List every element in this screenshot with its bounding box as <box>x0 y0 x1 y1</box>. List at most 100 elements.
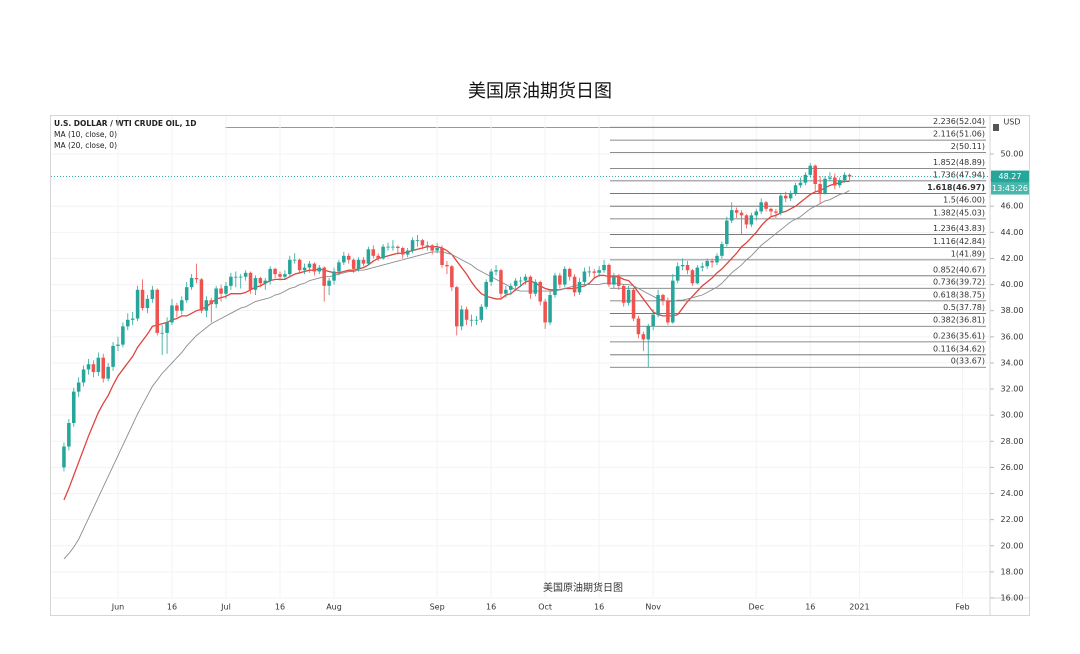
candle-body <box>459 309 464 327</box>
candle-body <box>675 266 680 281</box>
fib-label: 1.618(46.97) <box>927 183 985 192</box>
fib-label: 0.736(39.72) <box>933 278 985 287</box>
candle-body <box>381 246 385 259</box>
candle-body <box>283 274 287 277</box>
candle-body <box>184 287 189 301</box>
candle-body <box>238 276 243 278</box>
candle-body <box>842 174 847 181</box>
candle-body <box>263 280 268 284</box>
candle-body <box>582 271 587 282</box>
candle-body <box>803 174 808 183</box>
fib-label: 1.382(45.03) <box>933 208 985 217</box>
x-tick-label: 16 <box>275 603 285 612</box>
candle-body <box>764 202 768 209</box>
candle-body <box>661 295 665 301</box>
candle-body <box>410 240 415 251</box>
y-tick-label: 40.00 <box>1001 280 1024 289</box>
candle-body <box>420 240 425 246</box>
candle-body <box>322 267 326 286</box>
candle-body <box>779 195 783 213</box>
candle-body <box>366 249 371 264</box>
candle-body <box>759 202 763 212</box>
candle-body <box>224 285 228 294</box>
candle-body <box>405 250 410 255</box>
candle-body <box>165 322 169 333</box>
candle-body <box>101 357 106 379</box>
countdown-label: 13:43:26 <box>992 184 1028 193</box>
candle-body <box>754 211 759 216</box>
candle-body <box>415 240 420 241</box>
candle-body <box>626 289 631 303</box>
y-tick-label: 36.00 <box>1001 332 1024 341</box>
candle-body <box>327 280 331 286</box>
candle-body <box>833 177 837 186</box>
x-tick-label: Nov <box>645 603 661 612</box>
candle-body <box>592 271 597 273</box>
x-tick-label: Jul <box>220 603 231 612</box>
candle-body <box>818 184 822 194</box>
fib-label: 0.618(38.75) <box>933 290 985 299</box>
candle-body <box>489 271 493 282</box>
countdown-tag <box>991 182 1029 195</box>
candle-body <box>160 332 164 334</box>
candle-body <box>567 268 572 277</box>
candle-body <box>533 281 538 294</box>
candle-body <box>528 276 533 294</box>
candle-body <box>351 259 356 269</box>
y-tick-label: 42.00 <box>1001 254 1024 263</box>
candle-body <box>297 259 302 271</box>
candle-body <box>479 306 484 320</box>
candle-body <box>636 318 641 335</box>
x-tick-label: 2021 <box>849 603 869 612</box>
candle-body <box>391 246 395 248</box>
candle-body <box>111 345 115 367</box>
candle-body <box>342 255 346 263</box>
fib-label: 0.852(40.67) <box>933 265 985 274</box>
candle-body <box>690 270 695 284</box>
candle-body <box>106 366 110 379</box>
y-tick-label: 20.00 <box>1001 541 1024 550</box>
candle-body <box>155 289 160 333</box>
candle-body <box>504 289 508 294</box>
candle-body <box>248 272 253 290</box>
candle-body <box>454 287 459 327</box>
y-tick-label: 22.00 <box>1001 515 1024 524</box>
fib-label: 0.382(36.81) <box>933 316 985 325</box>
y-tick-label: 24.00 <box>1001 489 1024 498</box>
candle-body <box>72 391 76 423</box>
x-tick-label: 16 <box>805 603 815 612</box>
candle-body <box>140 289 145 309</box>
y-tick-label: 32.00 <box>1001 385 1024 394</box>
legend-entry: MA (20, close, 0) <box>54 141 117 150</box>
x-tick-label: 16 <box>167 603 177 612</box>
candle-body <box>67 422 71 447</box>
candle-body <box>538 281 542 302</box>
candle-body <box>396 246 400 248</box>
candle-body <box>96 357 101 373</box>
candle-body <box>695 267 700 284</box>
candle-body <box>798 182 803 186</box>
fib-label: 1.5(46.00) <box>943 196 985 205</box>
candle-body <box>229 276 233 286</box>
candle-body <box>720 244 724 256</box>
symbol-label: U.S. DOLLAR / WTI CRUDE OIL, 1D <box>54 119 196 128</box>
candle-body <box>445 264 449 267</box>
candle-body <box>62 446 66 468</box>
candle-body <box>278 274 282 277</box>
candle-body <box>680 264 685 267</box>
y-tick-label: 28.00 <box>1001 437 1024 446</box>
candle-body <box>513 280 518 286</box>
candle-body <box>572 276 577 293</box>
candle-body <box>361 259 366 264</box>
last-price-tag <box>991 170 1029 183</box>
x-tick-label: Aug <box>326 603 342 612</box>
candle-body <box>450 266 454 288</box>
x-tick-label: Dec <box>749 603 764 612</box>
candle-body <box>705 261 709 267</box>
candle-body <box>126 319 130 327</box>
candle-body <box>130 318 135 320</box>
candle-body <box>386 246 390 248</box>
candle-body <box>587 271 592 273</box>
ma-line <box>63 180 850 501</box>
candle-body <box>734 210 739 213</box>
